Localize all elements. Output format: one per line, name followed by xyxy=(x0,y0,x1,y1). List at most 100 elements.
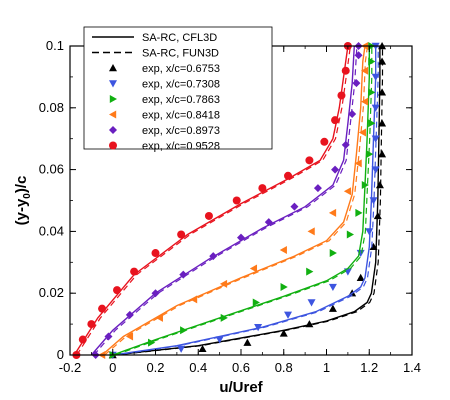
data-point xyxy=(280,283,288,292)
data-point xyxy=(279,329,288,337)
data-point xyxy=(378,88,387,96)
data-point xyxy=(371,73,380,81)
data-point xyxy=(155,313,163,322)
data-point xyxy=(177,230,186,239)
data-layer xyxy=(72,42,387,359)
data-point xyxy=(130,267,139,276)
data-point xyxy=(354,51,363,60)
data-point xyxy=(220,313,228,322)
data-point xyxy=(125,310,134,319)
y-axis-label-subscript: 0 xyxy=(22,193,33,199)
data-point xyxy=(366,150,374,159)
data-point xyxy=(355,208,363,217)
data-point xyxy=(313,184,322,193)
y-tick-label: 0.06 xyxy=(39,162,64,177)
data-point xyxy=(356,273,365,281)
data-point xyxy=(361,181,369,190)
legend-marker xyxy=(109,80,117,88)
x-tick-label: 0.6 xyxy=(232,360,250,375)
series-group xyxy=(108,42,387,359)
data-point xyxy=(375,181,384,189)
data-point xyxy=(290,202,299,211)
legend-series: exp, x/c=0.6753 exp, x/c=0.7308 exp, x/c=0… xyxy=(109,63,220,153)
y-axis-label-part: )/c xyxy=(13,176,30,194)
series-group xyxy=(109,42,376,359)
data-point xyxy=(209,252,218,261)
data-point xyxy=(329,249,337,258)
data-point xyxy=(151,289,160,298)
data-point xyxy=(249,264,258,273)
data-point xyxy=(371,104,380,112)
data-point xyxy=(368,88,376,97)
x-tick-label: 0 xyxy=(109,360,116,375)
data-point xyxy=(151,249,160,258)
series-line-fun3d xyxy=(115,46,379,356)
series-line-cfl3d xyxy=(90,45,355,356)
series-line-cfl3d xyxy=(101,45,366,356)
y-axis-label-part: (y-y xyxy=(13,198,30,225)
data-point xyxy=(264,218,273,227)
data-point xyxy=(87,320,96,329)
data-point xyxy=(341,66,350,75)
series-group xyxy=(72,42,352,359)
series-line-fun3d xyxy=(104,45,369,356)
data-point xyxy=(378,119,387,127)
data-point xyxy=(331,116,340,125)
legend-label: exp, x/c=0.8973 xyxy=(142,125,220,137)
data-point xyxy=(320,137,329,146)
y-tick-label: 0.04 xyxy=(39,223,64,238)
data-point xyxy=(189,295,198,304)
data-point xyxy=(368,119,376,128)
data-point xyxy=(305,156,314,165)
data-point xyxy=(252,298,260,307)
data-point xyxy=(328,208,337,217)
legend-label: exp, x/c=0.7308 xyxy=(142,79,220,91)
data-point xyxy=(368,57,376,66)
series-line-fun3d xyxy=(93,45,358,356)
data-point xyxy=(331,165,340,174)
x-tick-label: 1 xyxy=(323,360,330,375)
data-point xyxy=(358,128,367,137)
data-point xyxy=(125,332,134,341)
data-point xyxy=(284,171,293,180)
x-tick-label: 0.2 xyxy=(146,360,164,375)
data-point xyxy=(360,97,369,106)
data-point xyxy=(373,211,382,220)
data-point xyxy=(113,286,122,295)
data-point xyxy=(371,135,380,143)
data-point xyxy=(254,323,263,332)
data-point xyxy=(306,267,314,276)
data-point xyxy=(360,66,369,75)
x-tick-label: 1.2 xyxy=(360,360,378,375)
y-tick-label: 0.1 xyxy=(46,38,64,53)
data-point xyxy=(180,326,188,335)
data-point xyxy=(354,159,362,168)
x-tick-label: 1.4 xyxy=(403,360,421,375)
x-tick-label: -0.2 xyxy=(59,360,81,375)
data-point xyxy=(215,336,224,344)
data-point xyxy=(365,228,374,236)
data-point xyxy=(258,184,267,193)
legend-marker xyxy=(109,126,117,134)
data-point xyxy=(369,242,378,251)
legend-label: exp, x/c=0.8418 xyxy=(142,110,220,122)
data-point xyxy=(371,166,380,174)
data-point xyxy=(78,335,87,344)
data-point xyxy=(369,197,378,205)
data-point xyxy=(284,311,293,319)
data-point xyxy=(198,344,207,353)
data-point xyxy=(98,304,107,313)
legend-label-fun3d: SA-RC, FUN3D xyxy=(142,48,219,60)
y-tick-label: 0.02 xyxy=(39,285,64,300)
legend-marker xyxy=(109,64,117,72)
series-line-fun3d xyxy=(76,45,351,356)
data-point xyxy=(343,187,352,196)
data-point xyxy=(237,233,245,242)
series-group xyxy=(90,42,363,359)
x-axis-label: u/Uref xyxy=(219,379,263,396)
x-tick-label: 0.4 xyxy=(189,360,207,375)
legend-marker xyxy=(109,110,117,119)
legend: SA-RC, CFL3D SA-RC, FUN3D exp, x/c=0.675… xyxy=(83,26,273,153)
data-point xyxy=(177,345,186,353)
data-point xyxy=(352,79,361,88)
